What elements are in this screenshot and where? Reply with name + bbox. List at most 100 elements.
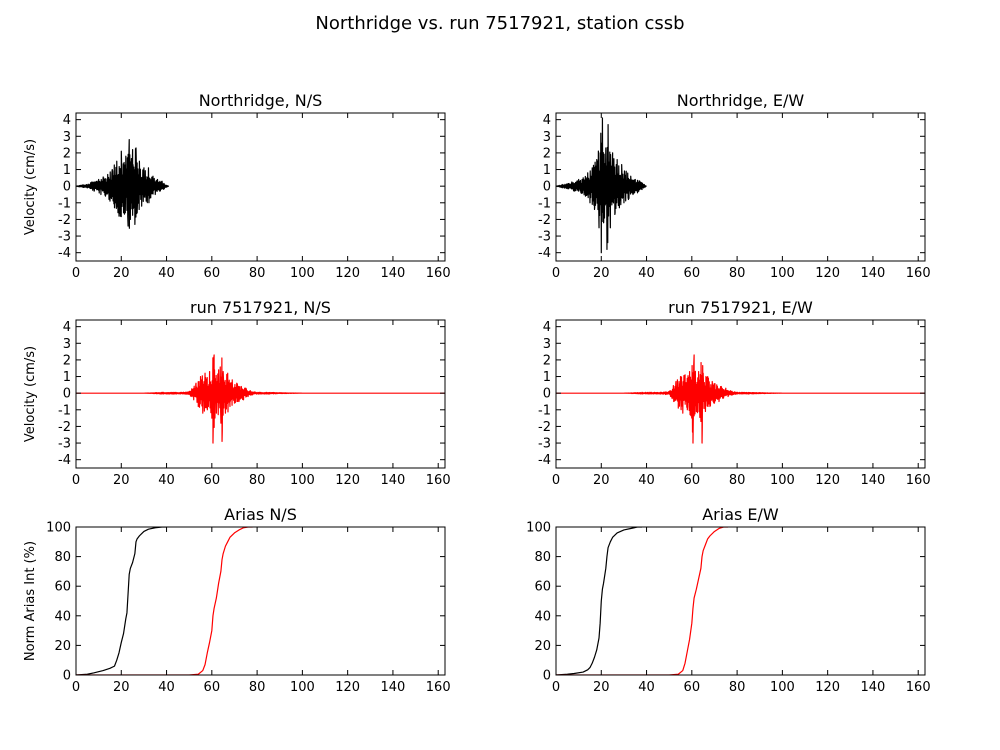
- series-group: [556, 117, 648, 254]
- y-tick-label: 4: [63, 320, 71, 335]
- x-tick-label: 100: [290, 680, 315, 695]
- axes-frame: [555, 112, 926, 262]
- x-tick-label: 160: [906, 473, 931, 488]
- x-tick-label: 60: [204, 680, 221, 695]
- y-tick-label: -2: [538, 213, 551, 228]
- panel-title: Northridge, N/S: [199, 91, 323, 110]
- x-tick-label: 100: [770, 266, 795, 281]
- y-tick-label: 1: [543, 163, 551, 178]
- y-tick-label: 0: [543, 180, 551, 195]
- x-tick-label: 60: [204, 473, 221, 488]
- x-tick-label: 40: [158, 266, 175, 281]
- x-tick-label: 0: [552, 266, 560, 281]
- x-tick-label: 0: [552, 473, 560, 488]
- panel-title: Arias N/S: [224, 505, 297, 524]
- x-tick-label: 120: [815, 266, 840, 281]
- x-tick-label: 20: [113, 680, 130, 695]
- series-line-1: [556, 354, 925, 444]
- x-tick-label: 160: [906, 266, 931, 281]
- y-tick-label: 20: [534, 639, 551, 654]
- series-group: [556, 354, 925, 444]
- x-tick-label: 140: [861, 266, 886, 281]
- y-tick-label: -3: [538, 437, 551, 452]
- y-tick-label: 2: [543, 146, 551, 161]
- x-tick-label: 100: [290, 473, 315, 488]
- figure-title: Northridge vs. run 7517921, station cssb: [315, 13, 684, 34]
- panel-4: run 7517921, E/W0 20 40 60 80 100 120 140 160-4-…: [538, 298, 931, 488]
- y-tick-label: 4: [543, 113, 551, 128]
- x-tick-label: 140: [381, 473, 406, 488]
- y-tick-label: -2: [58, 213, 71, 228]
- y-tick-label: -3: [58, 230, 71, 245]
- x-tick-label: 160: [426, 680, 451, 695]
- x-tick-label: 140: [381, 680, 406, 695]
- panel-title: run 7517921, N/S: [190, 298, 331, 317]
- x-tick-label: 0: [72, 680, 80, 695]
- series-line-1: [556, 527, 643, 675]
- series-line-1: [76, 354, 445, 444]
- y-tick-label: 3: [543, 130, 551, 145]
- y-tick-label: 0: [63, 180, 71, 195]
- x-tick-label: 140: [861, 680, 886, 695]
- y-tick-label: 4: [543, 320, 551, 335]
- y-tick-label: 40: [54, 609, 71, 624]
- panel-title: Northridge, E/W: [677, 91, 805, 110]
- y-tick-label: 0: [543, 387, 551, 402]
- x-tick-label: 60: [684, 680, 701, 695]
- y-tick-label: 20: [54, 639, 71, 654]
- series-group: [76, 354, 445, 444]
- series-group: [76, 527, 253, 675]
- axes-frame: [75, 319, 446, 469]
- y-tick-label: -4: [538, 453, 551, 468]
- series-line-1: [76, 139, 170, 229]
- y-tick-label: 60: [54, 580, 71, 595]
- x-tick-label: 120: [335, 680, 360, 695]
- y-tick-label: -1: [538, 403, 551, 418]
- y-tick-label: -2: [58, 420, 71, 435]
- x-tick-label: 120: [815, 473, 840, 488]
- x-tick-label: 120: [335, 266, 360, 281]
- y-tick-label: 2: [543, 353, 551, 368]
- x-tick-label: 40: [638, 680, 655, 695]
- axes-frame: [555, 526, 926, 676]
- panel-2: Northridge, E/W0 20 40 60 80 100 120 140 160-4-3…: [538, 91, 931, 281]
- y-tick-label: 3: [63, 337, 71, 352]
- x-tick-label: 160: [906, 680, 931, 695]
- x-tick-label: 60: [684, 266, 701, 281]
- panel-5: Arias N/S Norm Arias Int (%) 0 20 40 60 80 100 1…: [23, 505, 451, 695]
- x-tick-label: 20: [593, 473, 610, 488]
- x-tick-label: 80: [729, 266, 746, 281]
- y-tick-label: 100: [46, 521, 71, 536]
- x-tick-label: 20: [593, 680, 610, 695]
- y-tick-label: 0: [543, 669, 551, 684]
- x-tick-label: 140: [381, 266, 406, 281]
- series-line-2: [76, 527, 253, 675]
- x-tick-label: 60: [684, 473, 701, 488]
- x-tick-label: 160: [426, 266, 451, 281]
- x-tick-label: 40: [638, 266, 655, 281]
- series-line-2: [556, 527, 729, 675]
- x-tick-label: 0: [72, 473, 80, 488]
- y-tick-label: 100: [526, 521, 551, 536]
- y-tick-label: -4: [58, 453, 71, 468]
- y-tick-label: 4: [63, 113, 71, 128]
- x-tick-label: 100: [290, 266, 315, 281]
- x-tick-label: 80: [249, 266, 266, 281]
- x-tick-label: 80: [249, 473, 266, 488]
- x-tick-label: 0: [72, 266, 80, 281]
- x-tick-label: 120: [815, 680, 840, 695]
- series-line-1: [556, 117, 648, 254]
- axes-frame: [75, 526, 446, 676]
- series-group: [76, 139, 170, 229]
- x-tick-label: 120: [335, 473, 360, 488]
- series-group: [556, 527, 729, 675]
- x-tick-label: 20: [113, 266, 130, 281]
- x-tick-label: 80: [729, 680, 746, 695]
- y-tick-label: -1: [58, 196, 71, 211]
- y-tick-label: 0: [63, 387, 71, 402]
- y-axis-label: Norm Arias Int (%): [23, 541, 38, 661]
